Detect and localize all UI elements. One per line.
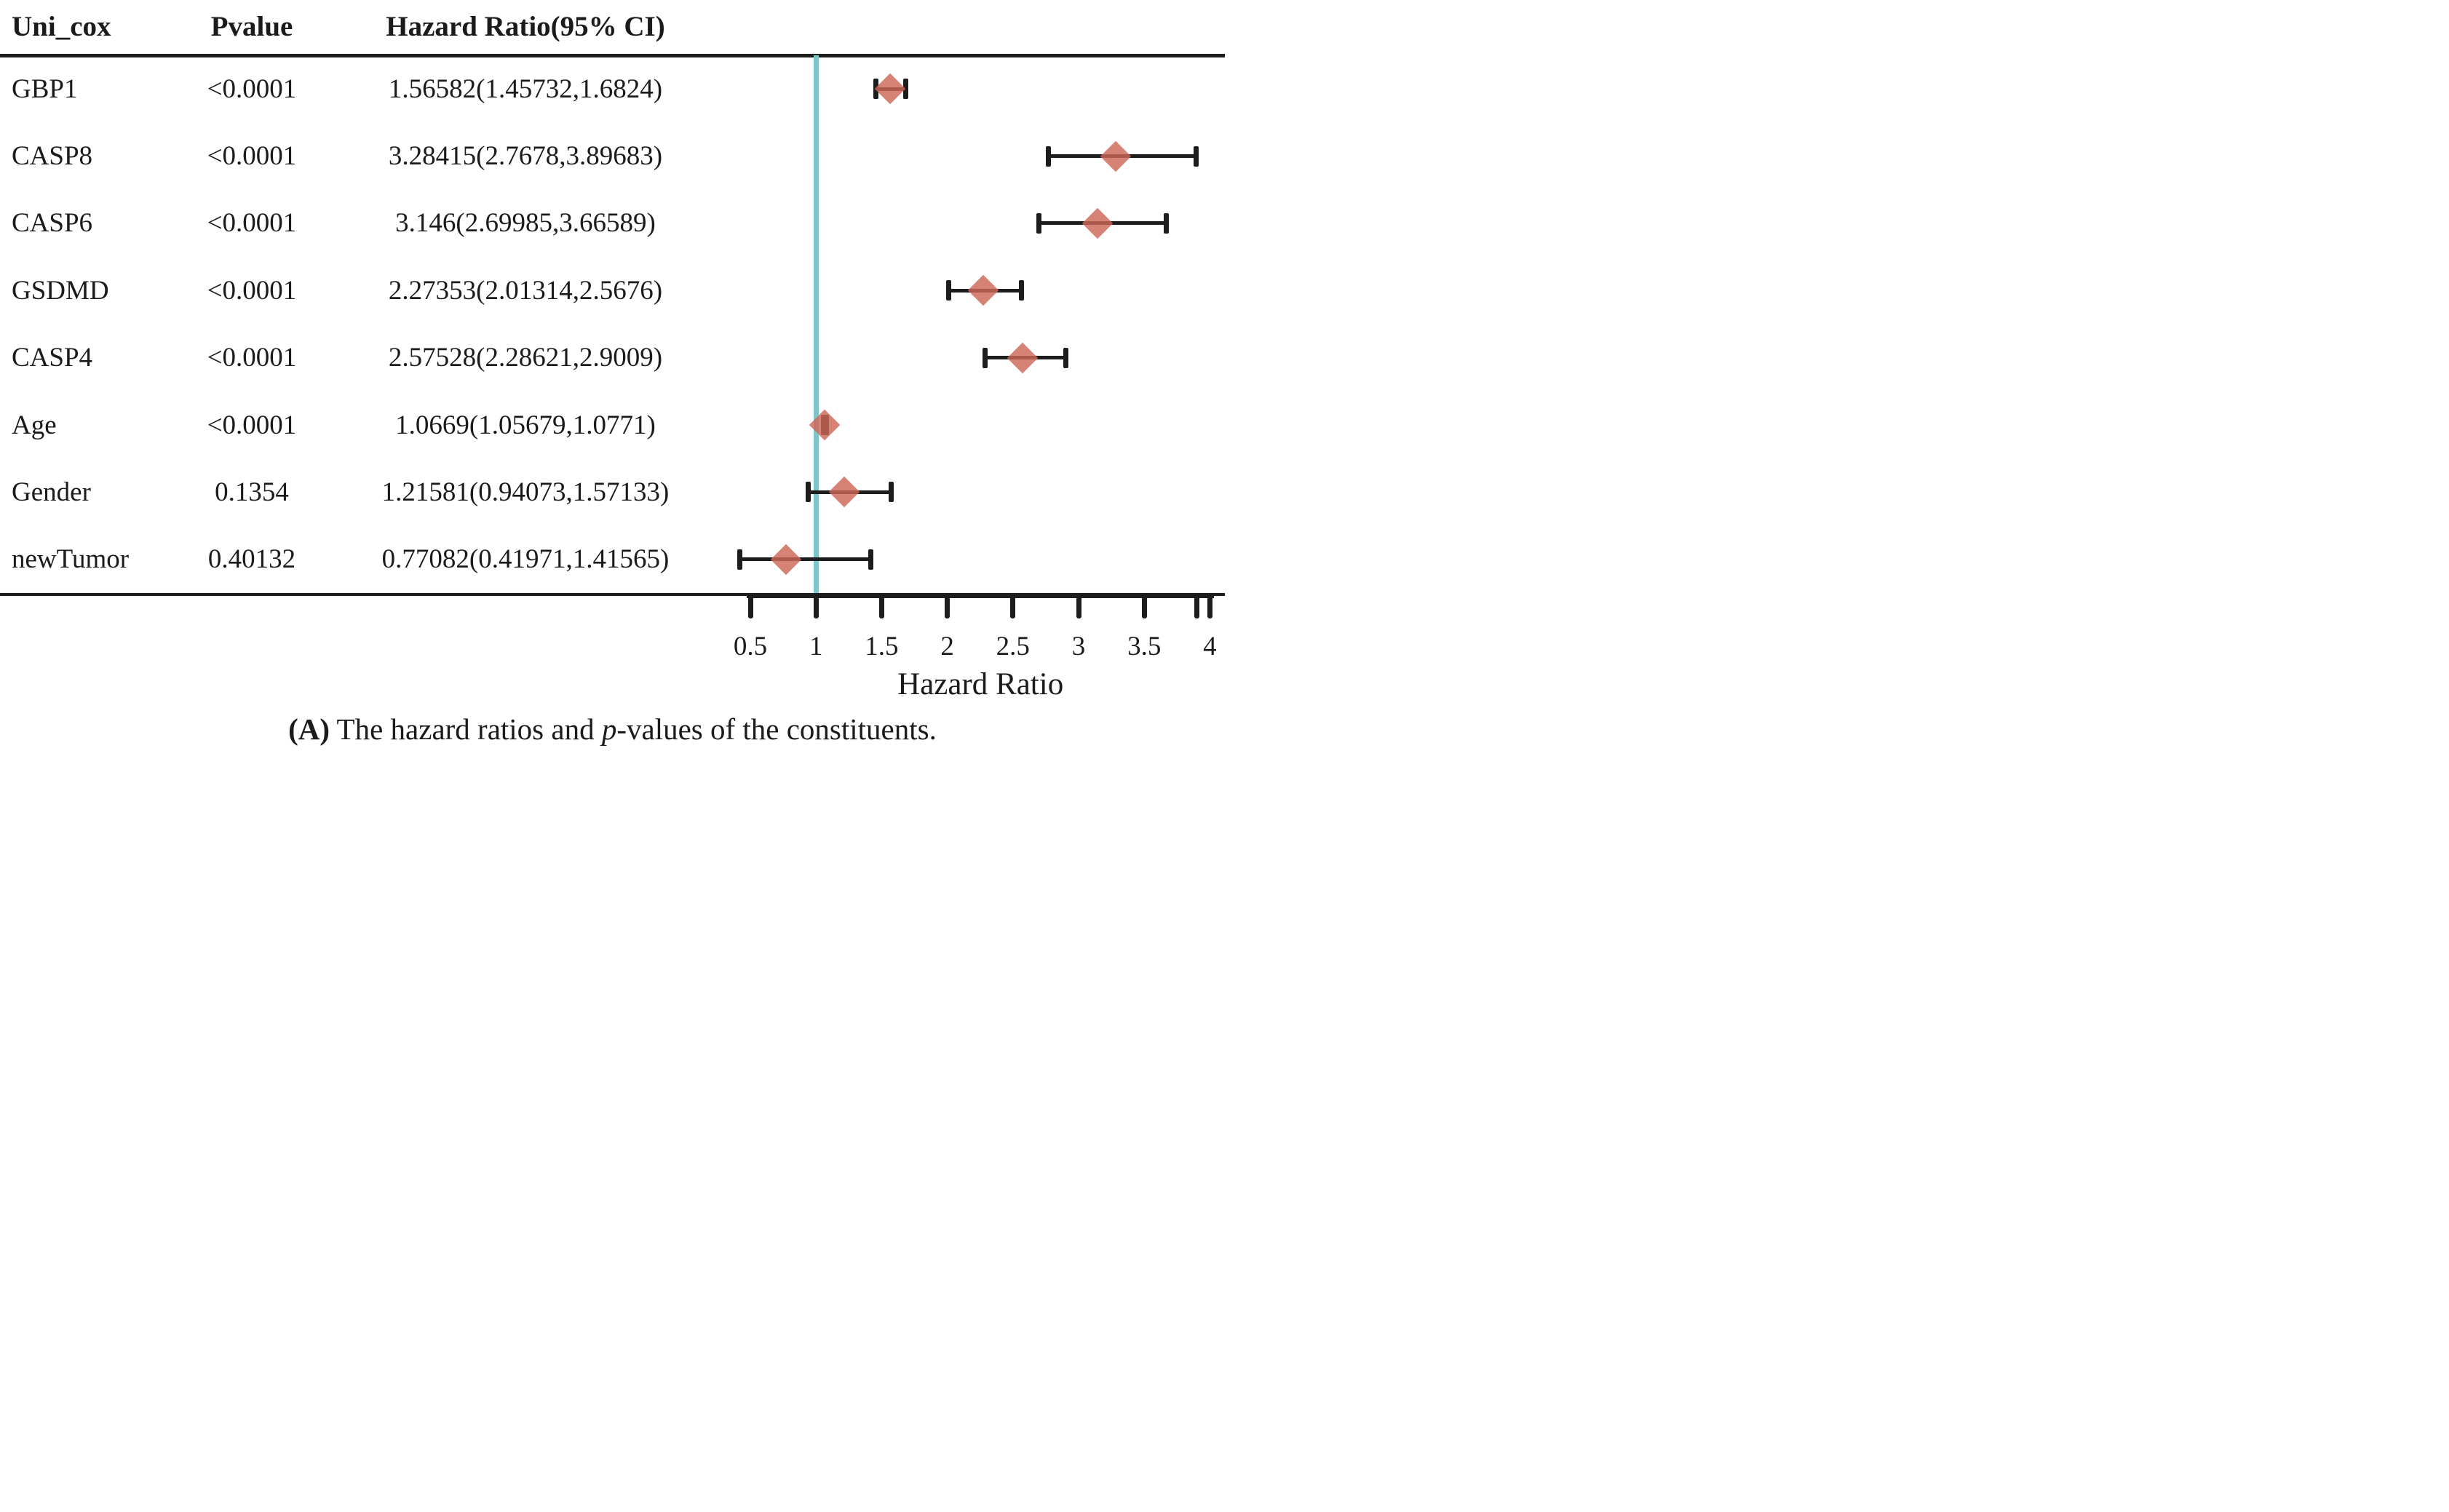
row-hr-ci-text: 2.27353(2.01314,2.5676) bbox=[388, 275, 663, 306]
row-hr-ci-text: 3.146(2.69985,3.66589) bbox=[395, 208, 656, 239]
axis-tick-label: 2 bbox=[940, 632, 954, 661]
row-variable-label: CASP6 bbox=[12, 208, 93, 239]
row-hr-ci-text: 1.0669(1.05679,1.0771) bbox=[395, 410, 656, 440]
row-pvalue: <0.0001 bbox=[207, 208, 297, 239]
column-header-pvalue: Pvalue bbox=[210, 10, 293, 42]
axis-tick-label: 0.5 bbox=[733, 632, 768, 661]
ci-whisker bbox=[739, 557, 871, 562]
row-variable-label: GBP1 bbox=[12, 73, 78, 104]
ci-cap-right bbox=[1063, 347, 1068, 368]
axis-tick-label: 1.5 bbox=[865, 632, 899, 661]
row-hr-ci-text: 0.77082(0.41971,1.41565) bbox=[381, 544, 670, 575]
row-variable-label: Gender bbox=[12, 477, 91, 507]
hr-point-diamond bbox=[1100, 140, 1132, 172]
axis-tick bbox=[1141, 596, 1147, 618]
row-variable-label: CASP4 bbox=[12, 343, 93, 373]
axis-tick-label: 1 bbox=[809, 632, 823, 661]
axis-tick bbox=[1010, 596, 1016, 618]
axis-tick bbox=[1207, 596, 1212, 618]
caption-italic-p: p bbox=[601, 712, 617, 746]
ci-cap-left bbox=[1045, 146, 1051, 167]
x-axis-title: Hazard Ratio bbox=[897, 667, 1064, 701]
ci-cap-left bbox=[806, 482, 811, 503]
reference-line-hr1 bbox=[813, 55, 819, 593]
row-pvalue: <0.0001 bbox=[207, 275, 297, 306]
hr-point-diamond bbox=[967, 275, 999, 306]
ci-cap-right bbox=[888, 482, 894, 503]
caption-text-2: -values of the constituents. bbox=[616, 712, 937, 746]
ci-cap-right bbox=[902, 79, 908, 100]
row-pvalue: 0.40132 bbox=[207, 544, 296, 575]
caption-panel-letter: (A) bbox=[288, 712, 330, 746]
column-header-variable: Uni_cox bbox=[12, 10, 111, 42]
axis-tick bbox=[878, 596, 884, 618]
hr-point-diamond bbox=[828, 477, 860, 508]
table-bottom-line bbox=[0, 593, 1225, 596]
column-header-hr-ci: Hazard Ratio(95% CI) bbox=[386, 10, 665, 42]
row-variable-label: Age bbox=[12, 410, 57, 440]
row-hr-ci-text: 2.57528(2.28621,2.9009) bbox=[388, 343, 663, 373]
hr-point-diamond bbox=[1007, 342, 1039, 373]
row-hr-ci-text: 3.28415(2.7678,3.89683) bbox=[388, 141, 663, 172]
axis-tick-label: 3 bbox=[1071, 632, 1086, 661]
row-variable-label: GSDMD bbox=[12, 275, 109, 306]
row-variable-label: CASP8 bbox=[12, 141, 93, 172]
axis-tick-label: 2.5 bbox=[996, 632, 1030, 661]
row-hr-ci-text: 1.56582(1.45732,1.6824) bbox=[388, 73, 663, 104]
row-pvalue: <0.0001 bbox=[207, 73, 297, 104]
ci-cap-right bbox=[1163, 212, 1169, 234]
ci-cap-right bbox=[1019, 280, 1025, 301]
row-pvalue: <0.0001 bbox=[207, 141, 297, 172]
axis-tick-label: 4 bbox=[1203, 632, 1217, 661]
axis-tick bbox=[1076, 596, 1081, 618]
x-axis-line bbox=[747, 593, 1215, 598]
ci-cap-left bbox=[946, 280, 952, 301]
row-pvalue: <0.0001 bbox=[207, 410, 297, 440]
axis-tick bbox=[1194, 596, 1199, 618]
ci-cap-left bbox=[737, 549, 743, 570]
hr-point-diamond bbox=[770, 544, 802, 576]
caption-text-1: The hazard ratios and bbox=[330, 712, 602, 746]
figure-caption: (A) The hazard ratios and p-values of th… bbox=[0, 712, 1225, 747]
ci-cap-left bbox=[1036, 212, 1042, 234]
ci-cap-right bbox=[868, 549, 873, 570]
row-variable-label: newTumor bbox=[12, 544, 130, 575]
axis-tick bbox=[747, 596, 753, 618]
hr-point-diamond bbox=[875, 73, 906, 105]
ci-cap-right bbox=[1194, 146, 1199, 167]
ci-cap-left bbox=[982, 347, 988, 368]
forest-plot-figure: Uni_cox Pvalue Hazard Ratio(95% CI) GBP1… bbox=[0, 0, 1225, 756]
axis-tick-label: 3.5 bbox=[1127, 632, 1162, 661]
row-pvalue: 0.1354 bbox=[215, 477, 289, 507]
axis-tick bbox=[945, 596, 950, 618]
row-pvalue: <0.0001 bbox=[207, 343, 297, 373]
axis-tick bbox=[813, 596, 819, 618]
hr-point-diamond bbox=[1082, 207, 1114, 239]
row-hr-ci-text: 1.21581(0.94073,1.57133) bbox=[381, 477, 670, 507]
header-separator-line bbox=[0, 54, 1225, 57]
